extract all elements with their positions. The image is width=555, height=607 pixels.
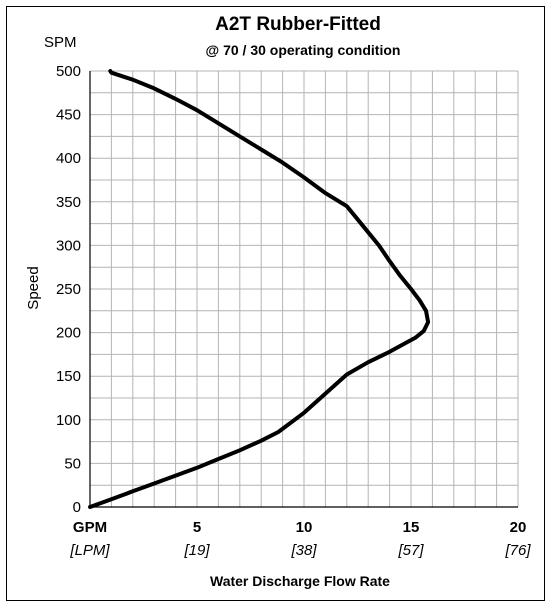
y-tick-label: 300 bbox=[56, 237, 81, 254]
chart-title: A2T Rubber-Fitted bbox=[215, 14, 381, 35]
chart-subtitle: @ 70 / 30 operating condition bbox=[206, 42, 401, 58]
x-tick-secondary-label: [76] bbox=[504, 542, 531, 559]
x-tick-label: 5 bbox=[193, 519, 201, 536]
x-tick-label: 20 bbox=[510, 519, 527, 536]
y-tick-label: 50 bbox=[64, 455, 81, 472]
y-tick-label: 200 bbox=[56, 325, 81, 342]
ticks: 0 50 100 150 200 250 300 350 400 450 500 5 [19] 10 [38… bbox=[56, 63, 531, 559]
y-tick-label: 250 bbox=[56, 281, 81, 298]
x-tick-secondary-label: [19] bbox=[183, 542, 210, 559]
x-tick-label: 15 bbox=[403, 519, 420, 536]
y-tick-label: 500 bbox=[56, 63, 81, 80]
grid bbox=[89, 70, 519, 508]
y-tick-label: 150 bbox=[56, 368, 81, 385]
x-secondary-unit-label: [LPM] bbox=[69, 542, 110, 559]
y-tick-label: 0 bbox=[73, 499, 81, 516]
y-unit-label: SPM bbox=[44, 34, 77, 51]
chart-frame bbox=[6, 6, 545, 601]
x-unit-label: GPM bbox=[73, 519, 107, 536]
x-tick-secondary-label: [57] bbox=[397, 542, 424, 559]
y-tick-label: 400 bbox=[56, 150, 81, 167]
x-tick-secondary-label: [38] bbox=[290, 542, 317, 559]
series-layer bbox=[88, 69, 431, 509]
x-tick-label: 10 bbox=[296, 519, 313, 536]
x-axis-label: Water Discharge Flow Rate bbox=[210, 573, 390, 589]
series-line bbox=[88, 69, 431, 509]
y-tick-label: 350 bbox=[56, 194, 81, 211]
y-tick-label: 450 bbox=[56, 107, 81, 124]
y-tick-label: 100 bbox=[56, 412, 81, 429]
y-axis-label: Speed bbox=[25, 266, 42, 309]
